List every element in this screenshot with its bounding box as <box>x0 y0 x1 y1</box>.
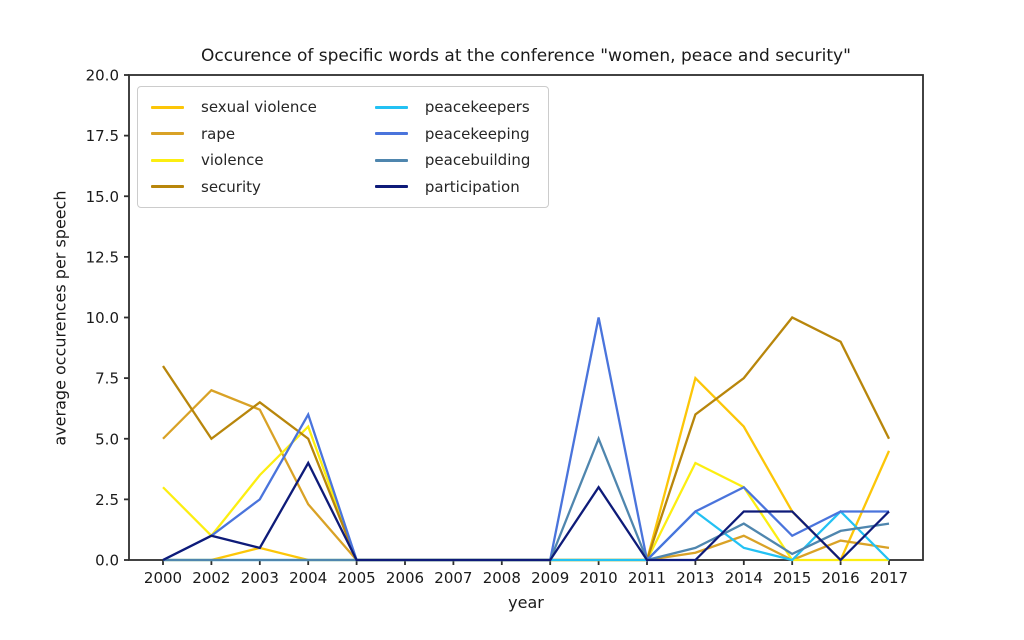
x-tick-label: 2006 <box>386 569 424 587</box>
legend-swatch <box>151 158 184 162</box>
series-line-rape <box>162 388 890 562</box>
y-tick-label: 12.5 <box>86 248 119 266</box>
x-tick-label: 2005 <box>338 569 376 587</box>
legend-label: rape <box>201 124 236 143</box>
x-tick-label: 2008 <box>483 569 521 587</box>
x-axis-label: year <box>508 593 544 612</box>
x-tick-label: 2009 <box>531 569 569 587</box>
legend-label: participation <box>424 177 520 196</box>
legend-swatch <box>374 132 408 136</box>
legend-label: peacekeeping <box>424 124 530 143</box>
legend-column-left: sexual violence rape violence security <box>151 94 317 200</box>
series-line-peacekeeping <box>162 317 889 563</box>
legend-item: peacebuilding <box>374 147 531 174</box>
legend-item: peacekeepers <box>374 94 531 121</box>
legend-item: rape <box>151 121 317 148</box>
y-tick-label: 10.0 <box>86 309 119 327</box>
series-line-violence <box>162 424 889 562</box>
x-tick-label: 2017 <box>870 569 908 587</box>
legend-swatch <box>374 185 408 189</box>
legend-swatch <box>374 158 408 162</box>
x-tick-label: 2011 <box>628 569 666 587</box>
y-tick-label: 0.0 <box>95 552 119 570</box>
x-tick-label: 2004 <box>289 569 327 587</box>
y-tick-label: 20.0 <box>86 67 119 85</box>
x-tick-label: 2007 <box>434 569 472 587</box>
x-tick-label: 2013 <box>676 569 714 587</box>
legend-item: sexual violence <box>151 94 317 121</box>
legend-item: security <box>151 174 317 201</box>
legend-label: violence <box>201 151 264 170</box>
legend: sexual violence rape violence security peac… <box>137 86 550 208</box>
legend-item: participation <box>374 174 531 201</box>
x-tick-label: 2015 <box>773 569 811 587</box>
legend-swatch <box>151 185 184 189</box>
series-line-sexual-violence <box>163 375 891 562</box>
chart-title: Occurence of specific words at the confe… <box>201 46 851 66</box>
series-line-participation <box>162 460 890 562</box>
legend-swatch <box>374 105 408 109</box>
x-tick-label: 2010 <box>580 569 618 587</box>
x-tick-label: 2003 <box>241 569 279 587</box>
y-tick-label: 5.0 <box>95 430 119 448</box>
legend-label: security <box>201 177 261 196</box>
legend-item: violence <box>151 147 317 174</box>
legend-swatch <box>151 105 184 109</box>
y-tick-label: 7.5 <box>95 370 119 388</box>
legend-column-right: peacekeepers peacekeeping peacebuilding par… <box>374 94 531 201</box>
x-tick-label: 2002 <box>192 569 230 587</box>
y-tick-label: 15.0 <box>86 188 119 206</box>
legend-label: peacebuilding <box>424 151 531 170</box>
x-tick-label: 2016 <box>822 569 860 587</box>
legend-item: peacekeeping <box>374 121 531 148</box>
legend-label: sexual violence <box>201 98 317 117</box>
legend-label: peacekeepers <box>424 98 530 117</box>
y-tick-label: 2.5 <box>95 491 119 509</box>
y-tick-label: 17.5 <box>86 127 119 145</box>
legend-swatch <box>151 132 184 136</box>
x-tick-label: 2000 <box>144 569 182 587</box>
x-tick-label: 2014 <box>725 569 763 587</box>
